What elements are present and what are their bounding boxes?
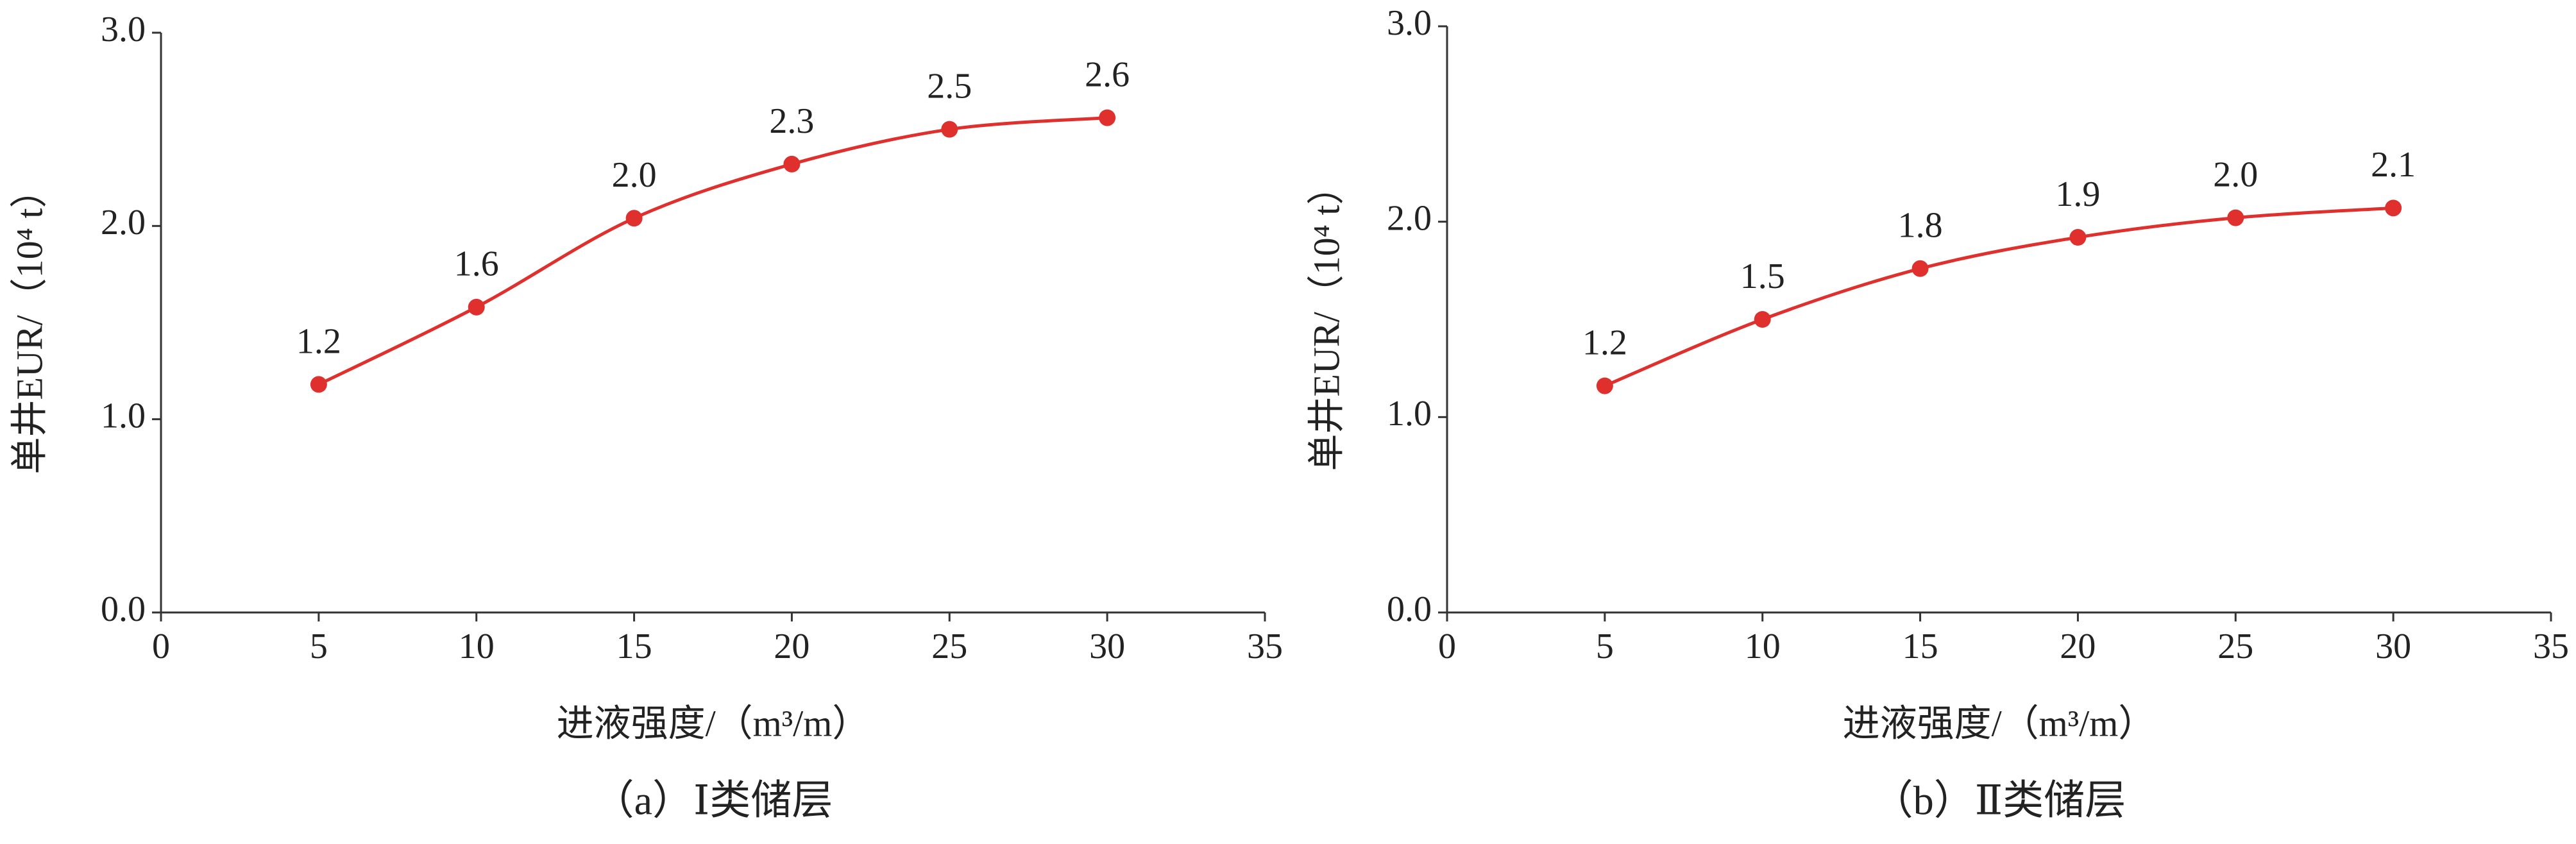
x-tick-label: 15 [1902,627,1938,666]
data-label: 2.0 [2213,155,2258,194]
data-point [1754,311,1771,328]
data-label: 1.6 [454,244,499,284]
y-tick-label: 2.0 [101,203,146,242]
data-point [1911,260,1929,277]
y-tick-label: 3.0 [1387,3,1432,43]
x-tick-label: 5 [1596,627,1614,666]
data-label: 2.3 [769,101,814,141]
x-tick-label: 10 [1745,627,1781,666]
data-label: 2.6 [1085,55,1130,94]
caption: （a）Ⅰ类储层 [593,778,833,823]
data-label: 2.1 [2371,145,2416,185]
data-point [2227,209,2244,226]
x-tick-label: 35 [2533,627,2569,666]
x-tick-label: 0 [1438,627,1456,666]
data-point [783,155,801,173]
x-tick-label: 0 [152,627,170,666]
data-label: 1.9 [2055,174,2100,214]
y-axis-label: 单井EUR/（10⁴ t） [1305,168,1347,471]
data-label: 2.0 [612,155,657,195]
series-line [1604,206,2394,387]
x-tick-label: 35 [1247,627,1283,666]
series-line [318,116,1108,386]
y-tick-label: 2.0 [1387,199,1432,239]
y-tick-label: 0.0 [101,589,146,629]
x-tick-label: 20 [774,627,809,666]
data-point [310,376,327,393]
x-tick-label: 25 [2217,627,2253,666]
data-point [1596,377,1613,394]
y-tick-label: 1.0 [101,396,146,436]
data-label: 1.2 [1582,323,1627,362]
x-tick-label: 30 [1089,627,1125,666]
x-tick-label: 10 [459,627,495,666]
data-point [2069,229,2087,246]
y-tick-label: 0.0 [1387,589,1432,629]
data-label: 1.5 [1740,257,1785,296]
x-tick-label: 20 [2060,627,2096,666]
x-tick-label: 30 [2375,627,2411,666]
data-label: 1.8 [1898,206,1943,246]
x-tick-label: 15 [616,627,652,666]
y-tick-label: 1.0 [1387,394,1432,434]
y-tick-label: 3.0 [101,10,146,49]
data-point [2385,199,2402,217]
data-point [468,298,485,316]
x-tick-label: 25 [931,627,967,666]
y-axis-label: 单井EUR/（10⁴ t） [8,171,50,475]
data-point [941,121,958,138]
data-point [1099,109,1116,126]
data-label: 2.5 [927,67,972,106]
caption: （b）Ⅱ类储层 [1872,778,2126,823]
x-tick-label: 5 [310,627,328,666]
data-point [625,210,643,227]
data-label: 1.2 [296,321,341,361]
x-axis-label: 进液强度/（m³/m） [1843,702,2156,744]
x-axis-label: 进液强度/（m³/m） [557,702,870,744]
